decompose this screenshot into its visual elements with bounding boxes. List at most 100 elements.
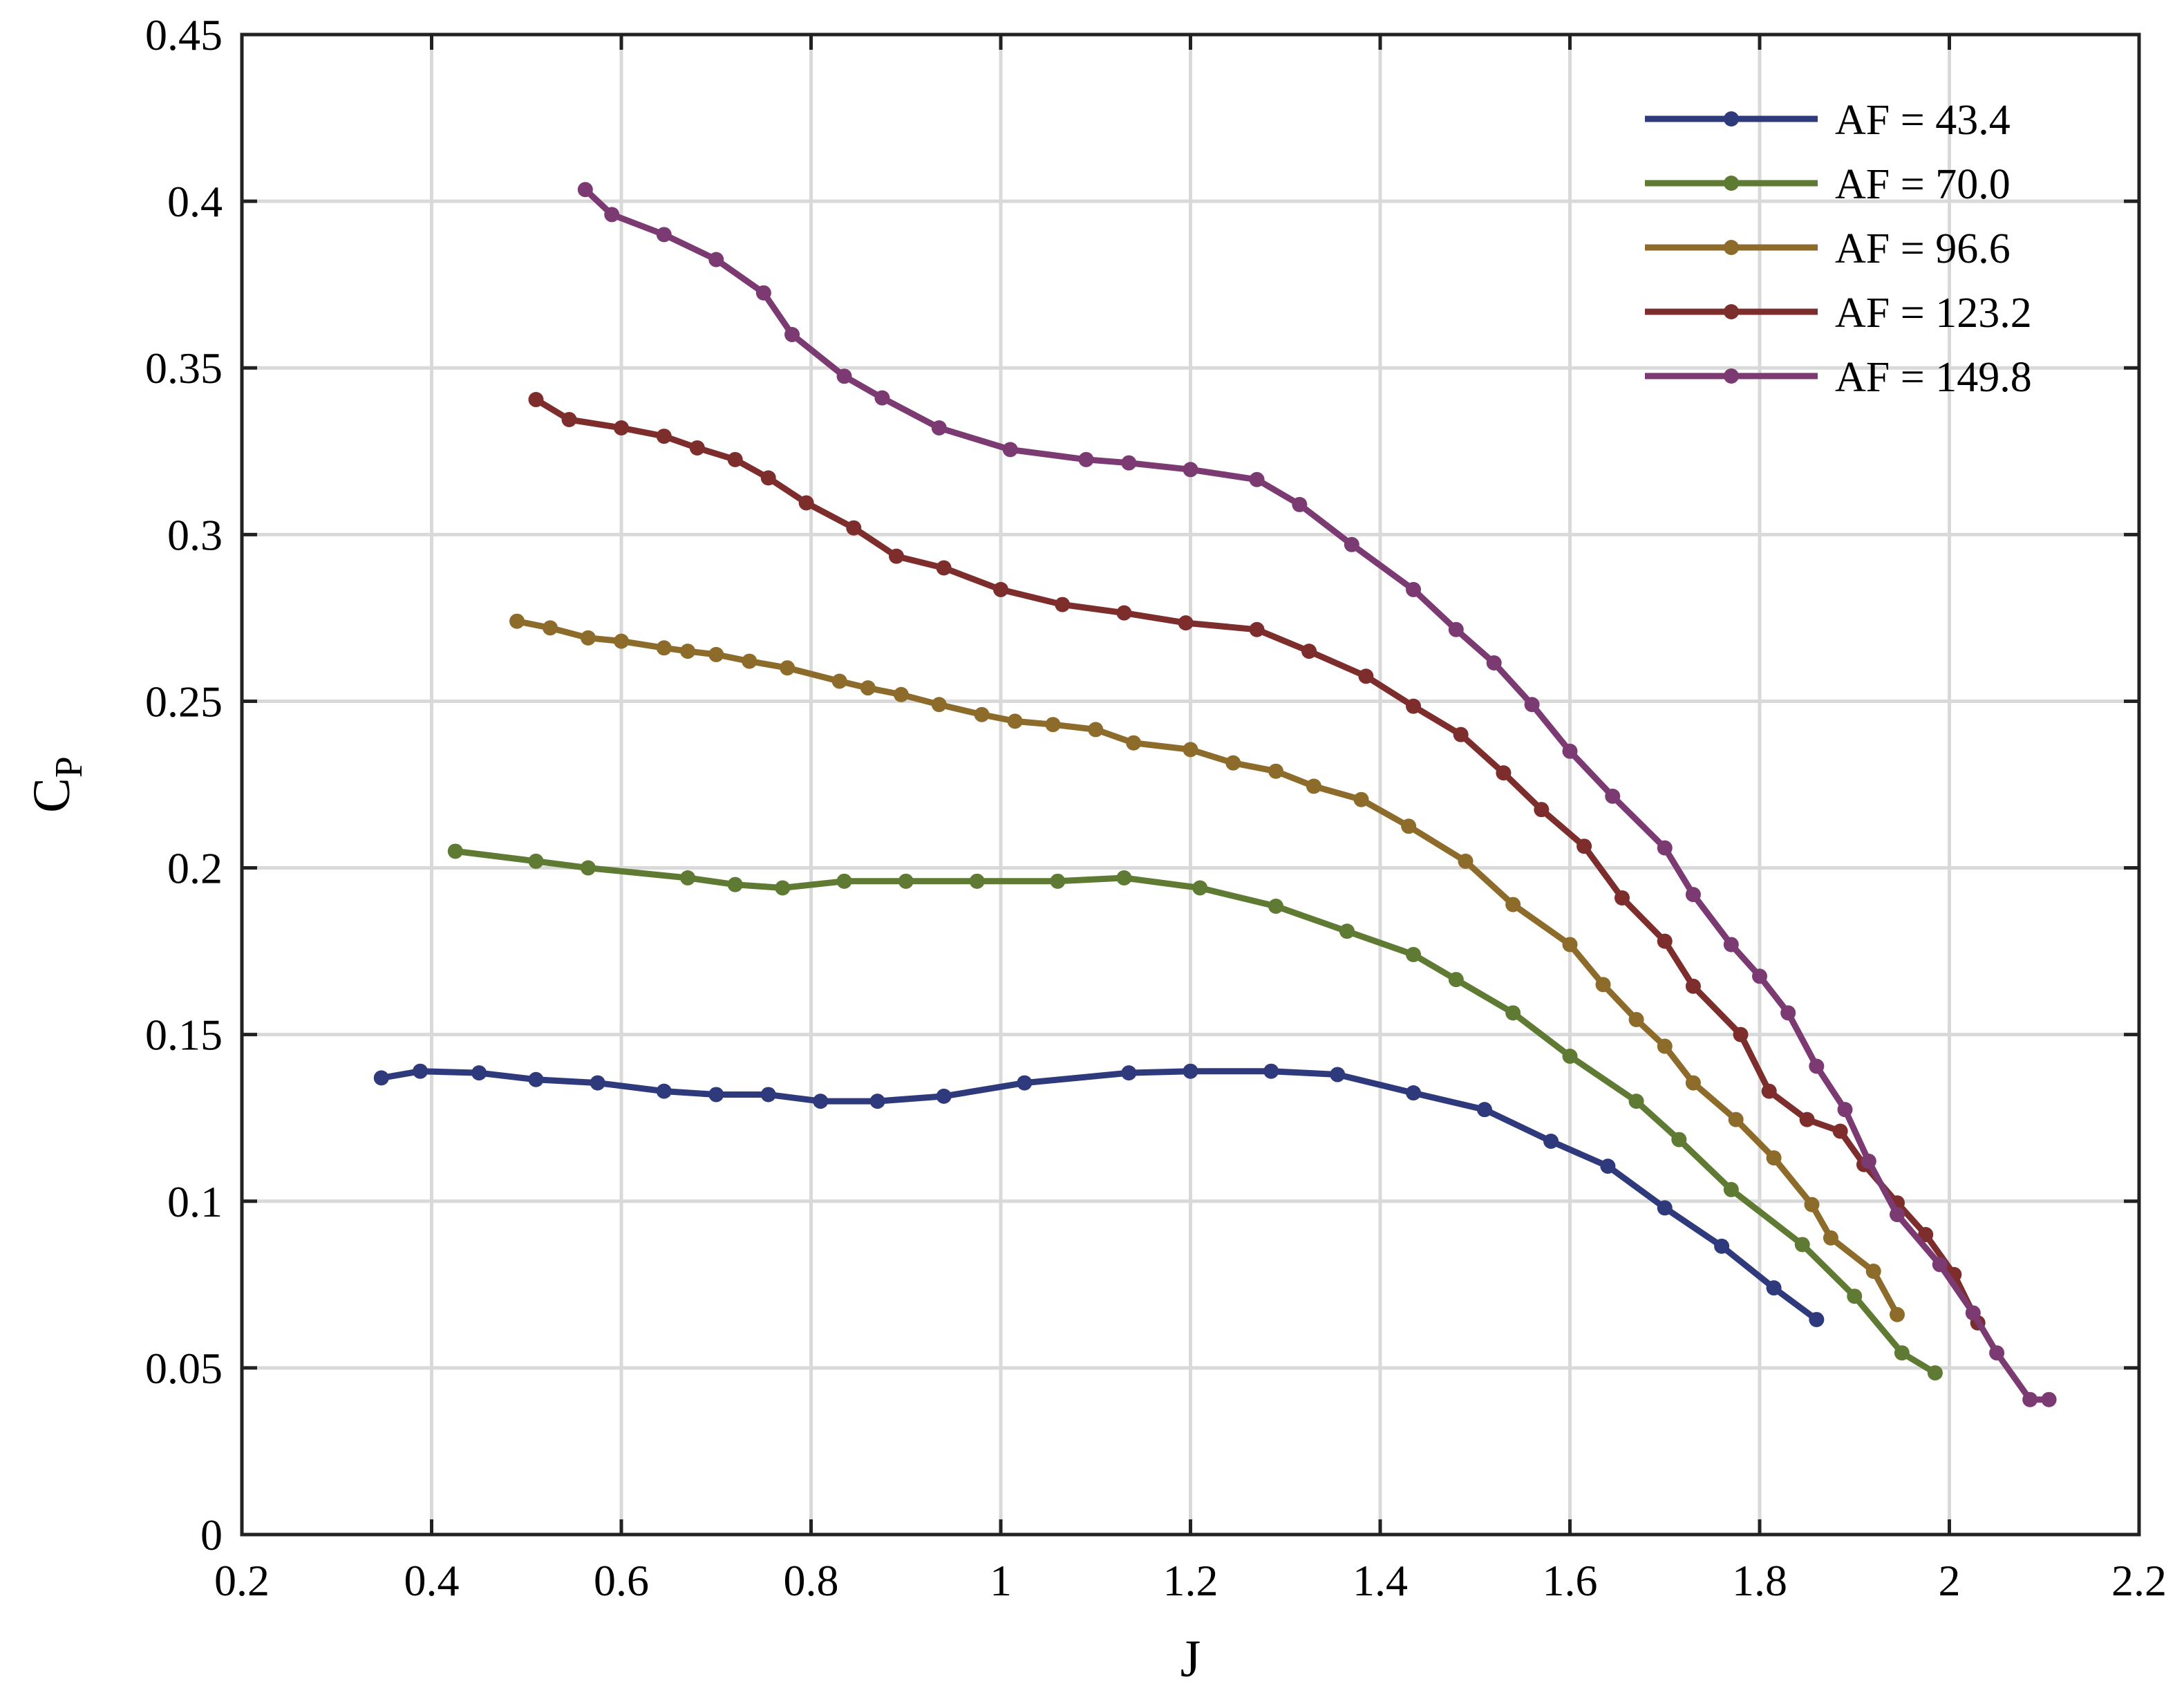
y-axis-label: CP — [23, 756, 91, 813]
data-point — [1183, 742, 1198, 758]
x-tick-label: 1.4 — [1353, 1556, 1408, 1605]
data-point — [1562, 743, 1578, 759]
data-point — [836, 368, 852, 384]
data-point — [1448, 621, 1464, 637]
legend-label: AF = 149.8 — [1835, 354, 2032, 401]
data-point — [1728, 1112, 1744, 1127]
data-point — [1766, 1150, 1782, 1166]
data-point — [969, 873, 985, 889]
legend-label: AF = 70.0 — [1835, 161, 2011, 208]
data-point — [1292, 496, 1308, 512]
data-point — [614, 633, 629, 649]
data-point — [1301, 644, 1317, 659]
data-point — [1543, 1133, 1559, 1149]
data-point — [1809, 1058, 1825, 1074]
data-point — [1918, 1227, 1934, 1242]
y-axis-label-subscript: P — [48, 756, 91, 778]
x-tick-label: 2.2 — [2111, 1556, 2167, 1605]
data-point — [656, 429, 672, 444]
data-point — [1486, 655, 1502, 671]
legend-label: AF = 96.6 — [1835, 225, 2011, 272]
data-point — [1723, 937, 1739, 953]
series-2 — [447, 843, 1943, 1381]
data-point — [1890, 1207, 1905, 1223]
legend-item: AF = 123.2 — [1645, 290, 2032, 337]
data-point — [1780, 1005, 1796, 1021]
x-tick-label: 0.8 — [784, 1556, 839, 1605]
data-point — [755, 285, 771, 301]
axis-ticks: 0.2 0.4 0.6 0.8 1 1.2 1.4 1.6 1.8 2 2.2 0 0.05 0.1 0.1… — [145, 10, 2167, 1605]
data-point — [561, 411, 577, 427]
data-point — [1861, 1153, 1876, 1169]
data-point — [889, 548, 905, 564]
data-point — [1306, 778, 1321, 794]
data-point — [869, 1094, 885, 1109]
data-point — [1965, 1305, 1981, 1321]
data-point — [614, 420, 629, 436]
data-point — [1576, 838, 1592, 854]
data-point — [1017, 1075, 1033, 1091]
grid — [242, 35, 2139, 1535]
data-point — [1894, 1345, 1910, 1361]
data-point — [1002, 442, 1018, 458]
data-point — [1406, 581, 1422, 597]
data-point — [1078, 451, 1094, 467]
data-point — [727, 876, 743, 892]
data-point — [1330, 1067, 1346, 1082]
data-point — [1406, 698, 1422, 714]
legend-item: AF = 96.6 — [1645, 225, 2011, 272]
data-point — [509, 613, 525, 629]
y-tick-label: 0 — [200, 1510, 223, 1559]
data-point — [1932, 1257, 1948, 1273]
data-point — [1766, 1280, 1782, 1296]
data-point — [1268, 899, 1284, 915]
data-point — [1847, 1288, 1863, 1304]
data-point — [1804, 1197, 1820, 1212]
data-point — [874, 390, 890, 406]
data-point — [1799, 1112, 1815, 1127]
y-tick-label: 0.3 — [167, 510, 223, 559]
data-point — [1088, 722, 1104, 738]
data-point — [1927, 1365, 1943, 1381]
data-point — [836, 873, 852, 889]
data-point — [1496, 765, 1512, 781]
legend-swatch-marker — [1724, 368, 1739, 384]
data-point — [1007, 713, 1023, 729]
data-point — [1685, 978, 1701, 994]
data-point — [1448, 972, 1464, 988]
data-point — [1562, 937, 1578, 953]
data-point — [1055, 597, 1071, 612]
data-point — [974, 706, 990, 722]
legend-item: AF = 43.4 — [1645, 97, 2011, 144]
data-point — [543, 620, 558, 636]
data-point — [1126, 735, 1142, 751]
data-point — [760, 470, 776, 486]
data-point — [1116, 605, 1132, 621]
data-point — [1121, 455, 1137, 471]
data-point — [775, 880, 791, 896]
data-point — [760, 1087, 776, 1103]
series-layer — [373, 182, 2057, 1407]
data-point — [993, 581, 1008, 597]
data-point — [831, 673, 847, 689]
data-point — [1249, 621, 1265, 637]
x-tick-label: 0.2 — [214, 1556, 270, 1605]
data-point — [580, 860, 596, 876]
data-point — [1453, 726, 1469, 742]
data-point — [2022, 1391, 2038, 1407]
x-tick-label: 2 — [1939, 1556, 1961, 1605]
data-point — [784, 327, 800, 342]
data-point — [1605, 788, 1621, 804]
data-point — [471, 1065, 487, 1081]
data-point — [1116, 870, 1132, 886]
data-point — [780, 660, 796, 676]
legend-item: AF = 149.8 — [1645, 354, 2032, 401]
x-tick-label: 1 — [990, 1556, 1012, 1605]
data-point — [1121, 1065, 1137, 1081]
data-point — [528, 392, 544, 408]
data-point — [1406, 946, 1422, 962]
data-point — [727, 451, 743, 467]
data-point — [656, 227, 672, 243]
data-point — [708, 1087, 724, 1103]
data-point — [1628, 1094, 1644, 1109]
